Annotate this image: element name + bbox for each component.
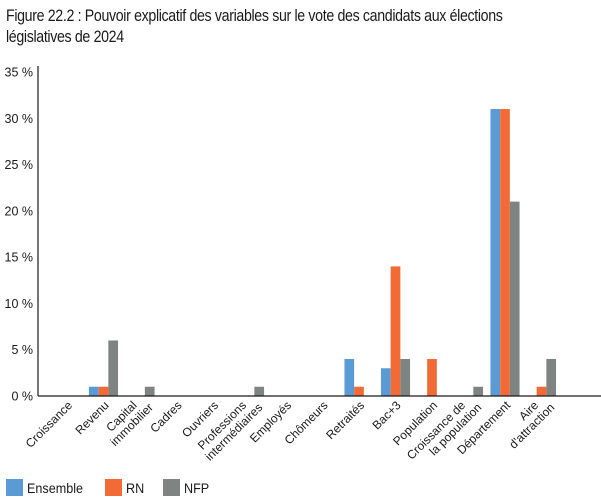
x-tick-label: Retraités <box>323 398 367 442</box>
bar-rn-13 <box>536 386 547 396</box>
chart-title-line-1: Figure 22.2 : Pouvoir explicatif des var… <box>6 7 503 25</box>
y-tick-label: 5 % <box>11 343 33 357</box>
bar-nfp-2 <box>144 386 155 396</box>
y-tick-label: 30 % <box>5 112 34 126</box>
y-tick-label: 35 % <box>5 66 34 80</box>
bar-chart: 0 % 5 % 10 % 15 % 20 % 25 % 30 % 35 % Croissance… <box>5 66 601 464</box>
x-tick-label: Aired'attraction <box>497 391 557 451</box>
legend-swatch-nfp <box>162 479 180 496</box>
bar-nfp-5 <box>254 386 265 396</box>
y-tick-label: 20 % <box>5 204 34 218</box>
x-tick-label: Revenu <box>72 398 111 437</box>
legend-label-rn: RN <box>126 479 145 496</box>
legend-swatch-ensemble <box>6 479 23 496</box>
legend-label-ensemble: Ensemble <box>27 479 84 496</box>
bar-nfp-13 <box>546 358 557 396</box>
legend-item-rn: RN <box>105 479 146 496</box>
y-tick-label: 0 % <box>11 390 33 404</box>
y-tick-label: 10 % <box>5 297 34 311</box>
x-tick-label-line: Croissance <box>23 398 76 451</box>
bar-nfp-1 <box>108 340 119 396</box>
y-tick-label: 25 % <box>5 158 34 172</box>
bar-nfp-11 <box>473 386 484 396</box>
x-tick-label-line: Bac+3 <box>369 398 403 432</box>
legend-label-nfp: NFP <box>183 479 209 496</box>
legend-item-ensemble: Ensemble <box>6 479 89 496</box>
bar-nfp-12 <box>509 201 520 396</box>
chart-title: Figure 22.2 : Pouvoir explicatif des var… <box>6 6 591 48</box>
bar-ensemble-9 <box>380 368 391 396</box>
x-tick-label-line: Revenu <box>72 398 111 437</box>
x-tick-label: Bac+3 <box>369 398 403 432</box>
x-tick-label: Croissance <box>23 398 76 451</box>
bar-rn-12 <box>500 109 510 397</box>
legend-item-nfp: NFP <box>162 479 212 496</box>
x-tick-label-line: Retraités <box>323 398 367 442</box>
bar-rn-10 <box>427 358 437 396</box>
x-tick-label: Capitalimmobilier <box>98 391 156 449</box>
bar-rn-8 <box>354 386 364 396</box>
legend: Ensemble RN NFP <box>6 479 228 496</box>
legend-swatch-rn <box>105 479 123 496</box>
bar-rn-9 <box>390 266 401 396</box>
bar-ensemble-8 <box>344 358 355 396</box>
chart-title-line-2: législatives de 2024 <box>6 28 124 46</box>
bar-ensemble-1 <box>88 386 99 396</box>
bar-nfp-9 <box>400 358 411 396</box>
y-tick-label: 15 % <box>5 251 34 265</box>
bar-rn-1 <box>98 386 109 396</box>
bar-ensemble-12 <box>490 109 501 397</box>
